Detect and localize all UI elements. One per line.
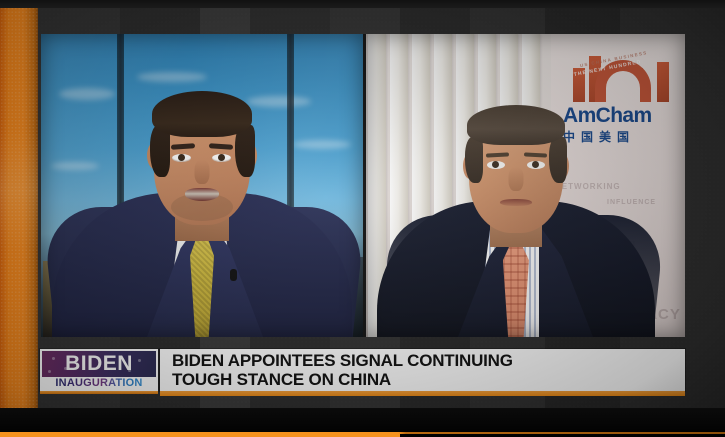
letterbox-bottom: [0, 408, 725, 437]
bottom-accent-line2: [0, 434, 400, 437]
bottom-accent-line: [0, 432, 725, 434]
letterbox-top: [0, 0, 725, 8]
